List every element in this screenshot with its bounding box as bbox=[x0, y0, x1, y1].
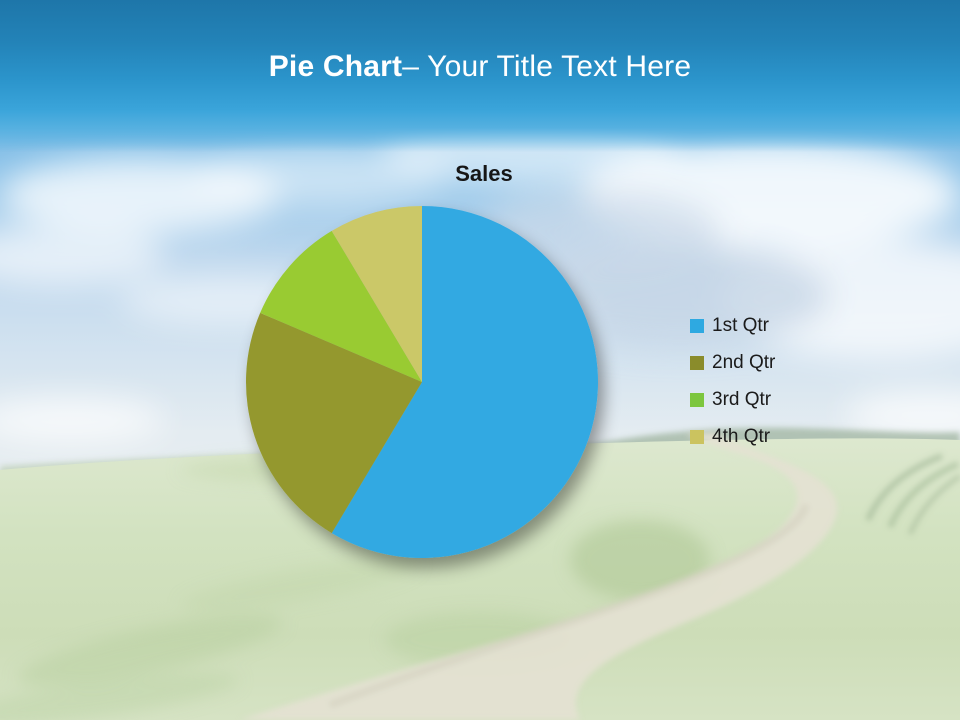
pie-slice-4th-qtr bbox=[331, 206, 422, 382]
clouds bbox=[0, 116, 960, 442]
pie-slice-1st-qtr bbox=[331, 206, 598, 558]
legend-color-swatch bbox=[690, 319, 704, 333]
pie-slice-2nd-qtr bbox=[245, 312, 422, 534]
slide-title: Pie Chart– Your Title Text Here bbox=[0, 50, 960, 84]
legend-item: 1st Qtr bbox=[690, 315, 775, 337]
chart-legend: 1st Qtr 2nd Qtr 3rd Qtr 4th Qtr bbox=[690, 315, 775, 448]
pie-slices bbox=[245, 206, 598, 558]
pie-slice-3rd-qtr bbox=[260, 230, 422, 382]
pie-chart bbox=[245, 206, 598, 558]
legend-label: 3rd Qtr bbox=[712, 389, 772, 410]
legend-item: 2nd Qtr bbox=[690, 352, 775, 374]
slide-title-bold: Pie Chart bbox=[268, 50, 403, 83]
legend-color-swatch bbox=[690, 356, 704, 370]
legend-item: 4th Qtr bbox=[690, 426, 775, 448]
chart-title: Sales bbox=[455, 161, 513, 186]
legend-color-swatch bbox=[690, 393, 704, 407]
legend-label: 2nd Qtr bbox=[712, 352, 776, 373]
dirt-road bbox=[240, 432, 838, 720]
legend-label: 4th Qtr bbox=[712, 426, 771, 447]
legend-item: 3rd Qtr bbox=[690, 389, 775, 411]
legend-label: 1st Qtr bbox=[712, 315, 770, 336]
grass-field bbox=[0, 438, 960, 720]
slide-title-rest: – Your Title Text Here bbox=[402, 50, 692, 83]
legend-color-swatch bbox=[690, 430, 704, 444]
wheel-ruts bbox=[865, 453, 960, 535]
slide-header-band bbox=[0, 0, 960, 152]
